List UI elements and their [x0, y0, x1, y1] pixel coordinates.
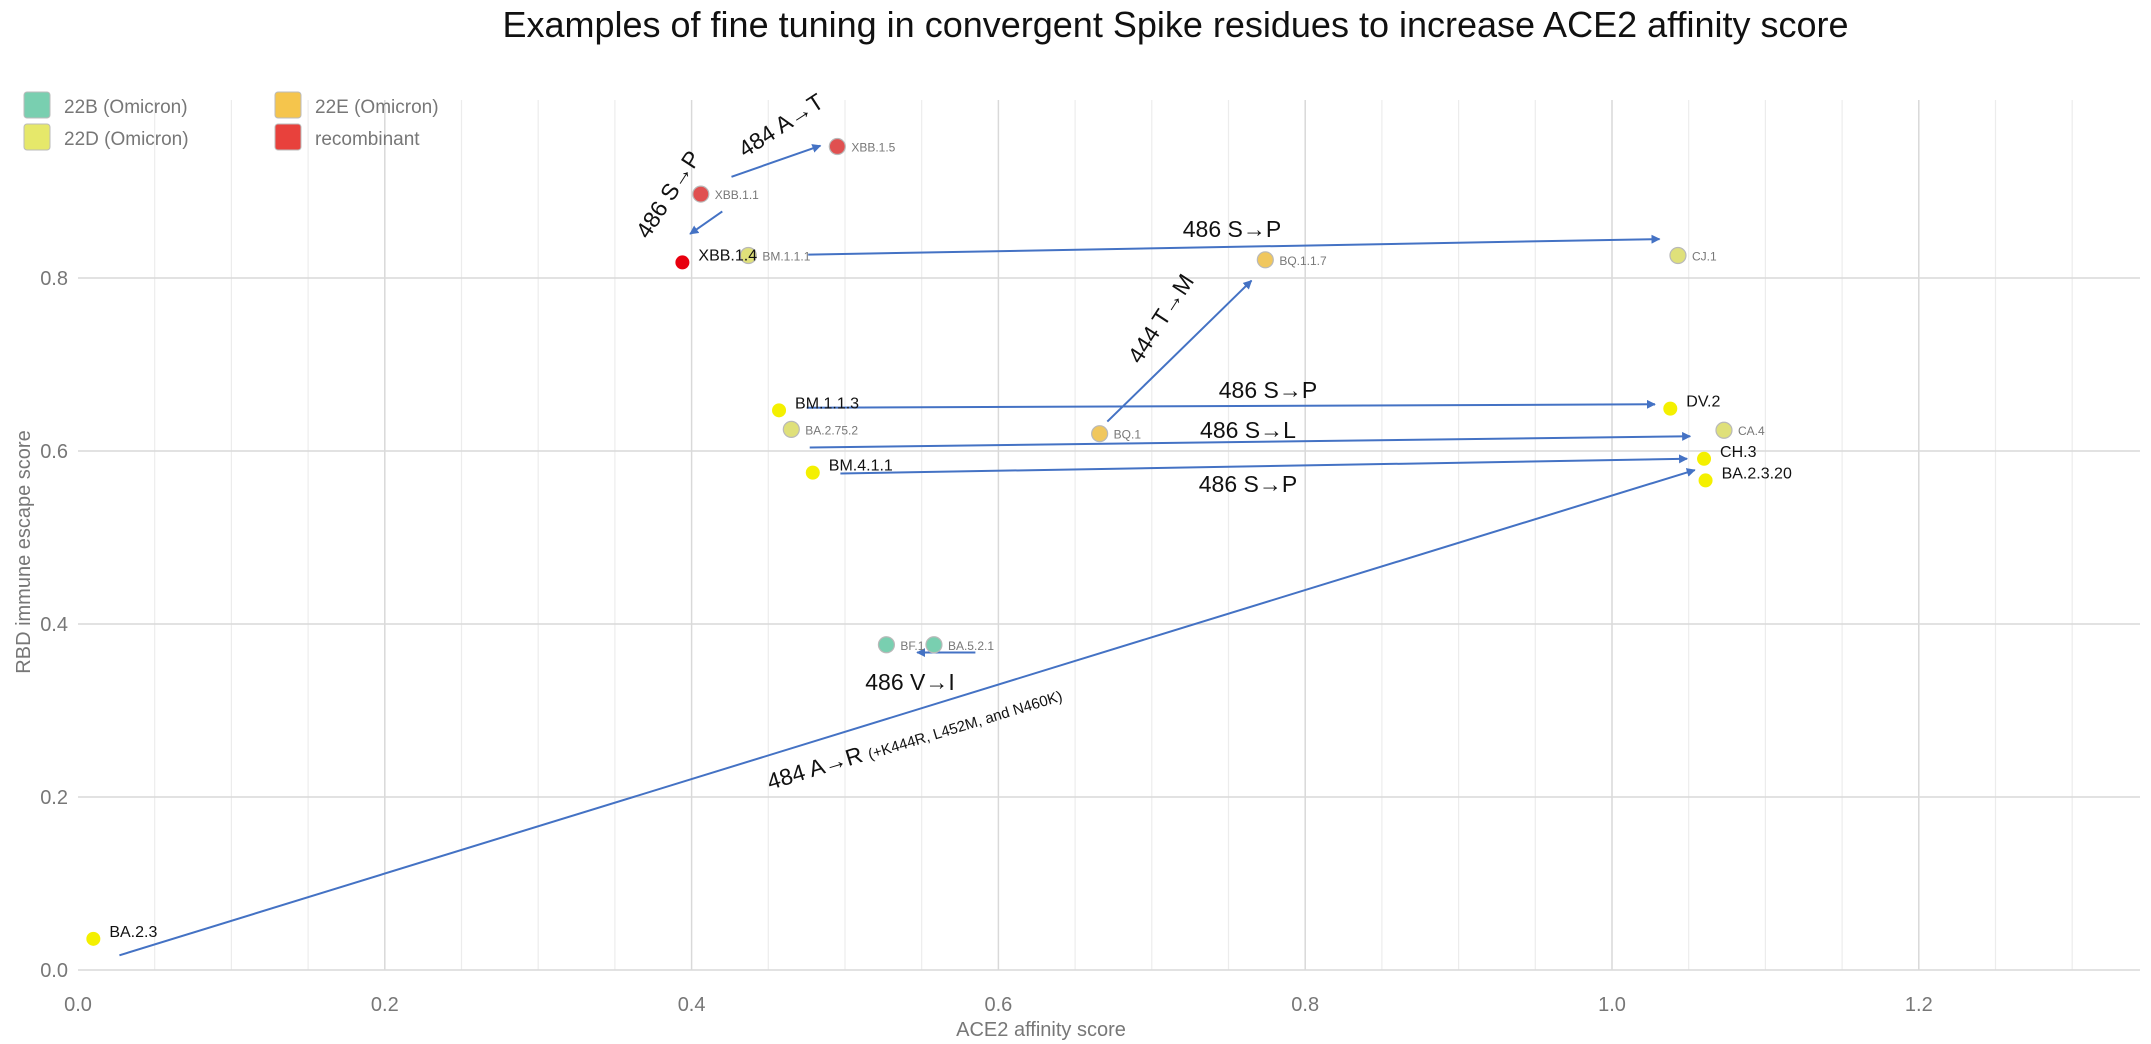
annotation-label: 486 S→P	[1199, 471, 1297, 497]
y-tick-label: 0.2	[40, 787, 68, 809]
annotation-arrow	[806, 399, 1656, 409]
legend-label: 22B (Omicron)	[64, 97, 188, 118]
annotation-arrow	[689, 210, 723, 235]
annotation-arrow	[840, 454, 1689, 475]
point-label: CH.3	[1720, 444, 1757, 461]
annotation-arrows	[119, 144, 1696, 957]
data-point	[877, 636, 896, 654]
chart-title: Examples of fine tuning in convergent Sp…	[502, 4, 1849, 45]
annotation-arrow	[119, 468, 1696, 957]
legend-swatch	[23, 91, 51, 119]
x-tick-label: 0.6	[984, 994, 1012, 1016]
point-label: DV.2	[1686, 394, 1720, 411]
point-label: XBB.1.1	[715, 188, 759, 202]
x-tick-label: 1.0	[1598, 994, 1626, 1016]
legend-label: recombinant	[315, 129, 420, 150]
data-point	[692, 185, 710, 203]
annotation-sublabel: (+K444R, L452M, and N460K)	[866, 688, 1064, 763]
x-tick-label: 1.2	[1905, 994, 1933, 1016]
point-labels: XBB.1.5 XBB.1.1 XBB.1.4 BM.1.1.1 BQ.1.1.7 CJ.…	[109, 141, 1792, 941]
data-point	[805, 465, 820, 480]
grid	[78, 100, 2140, 971]
legend-swatch	[23, 123, 51, 151]
annotation-label: 486 V→I	[865, 669, 955, 695]
point-label: BF.1	[900, 639, 924, 653]
y-tick-label: 0.6	[40, 441, 68, 463]
x-tick-label: 0.8	[1291, 994, 1319, 1016]
annotation-arrow	[731, 144, 822, 178]
annotation-label: 486 S→L	[1200, 417, 1296, 443]
legend-swatch	[274, 123, 302, 151]
data-point	[828, 137, 846, 156]
legend-label: 22E (Omicron)	[315, 97, 439, 118]
x-tick-label: 0.4	[678, 994, 706, 1016]
data-point	[86, 931, 101, 946]
point-label: XBB.1.5	[851, 141, 895, 155]
data-point	[925, 636, 943, 654]
annotation-label: 484 A→T	[734, 88, 829, 162]
data-point	[739, 246, 757, 265]
annotation-label: 484 A→R(+K444R, L452M, and N460K)	[764, 680, 1065, 795]
y-axis-title: RBD immune escape score	[13, 430, 35, 673]
data-points	[86, 137, 1733, 946]
y-tick-label: 0.4	[40, 614, 68, 636]
data-point	[772, 403, 787, 418]
point-label: BA.5.2.1	[948, 639, 994, 653]
legend: 22B (Omicron) 22E (Omicron) 22D (Omicron) r…	[23, 91, 439, 151]
point-label: BM.1.1.3	[795, 395, 859, 412]
point-label: BQ.1	[1114, 428, 1142, 442]
x-tick-label: 0.0	[64, 994, 92, 1016]
point-label: BM.1.1.1	[762, 250, 810, 264]
point-label: BA.2.3.20	[1722, 465, 1792, 482]
axes: 0.0 0.2 0.4 0.6 0.8 1.0 1.2 0.0 0.2 0.4 0.6 0.8 ACE2…	[13, 268, 1933, 1041]
data-point	[1091, 425, 1109, 443]
point-label: BQ.1.1.7	[1279, 254, 1327, 268]
x-axis-title: ACE2 affinity score	[956, 1019, 1126, 1041]
annotation-arrow	[808, 234, 1661, 256]
data-point	[1256, 251, 1274, 269]
annotation-label: 444 T→M	[1122, 269, 1199, 367]
data-point	[1669, 246, 1687, 265]
data-point	[1715, 421, 1733, 439]
point-label: CJ.1	[1692, 250, 1717, 264]
point-label: BA.2.75.2	[805, 423, 858, 437]
data-point	[1698, 473, 1713, 488]
y-tick-label: 0.8	[40, 268, 68, 290]
annotation-label: 486 S→P	[1183, 216, 1281, 242]
x-tick-label: 0.2	[371, 994, 399, 1016]
point-label: CA.4	[1738, 424, 1765, 438]
y-tick-label: 0.0	[40, 960, 68, 982]
point-label: BA.2.3	[109, 924, 157, 941]
data-point	[1697, 451, 1712, 466]
annotation-arrow	[1106, 279, 1253, 423]
annotation-label: 486 S→P	[1219, 377, 1317, 403]
annotation-arrow	[809, 431, 1692, 449]
legend-swatch	[274, 91, 302, 119]
data-point	[675, 255, 690, 270]
point-label: XBB.1.4	[698, 247, 757, 264]
data-point	[1663, 401, 1678, 416]
data-point	[782, 420, 800, 438]
point-label: BM.4.1.1	[829, 458, 893, 475]
legend-label: 22D (Omicron)	[64, 129, 189, 150]
